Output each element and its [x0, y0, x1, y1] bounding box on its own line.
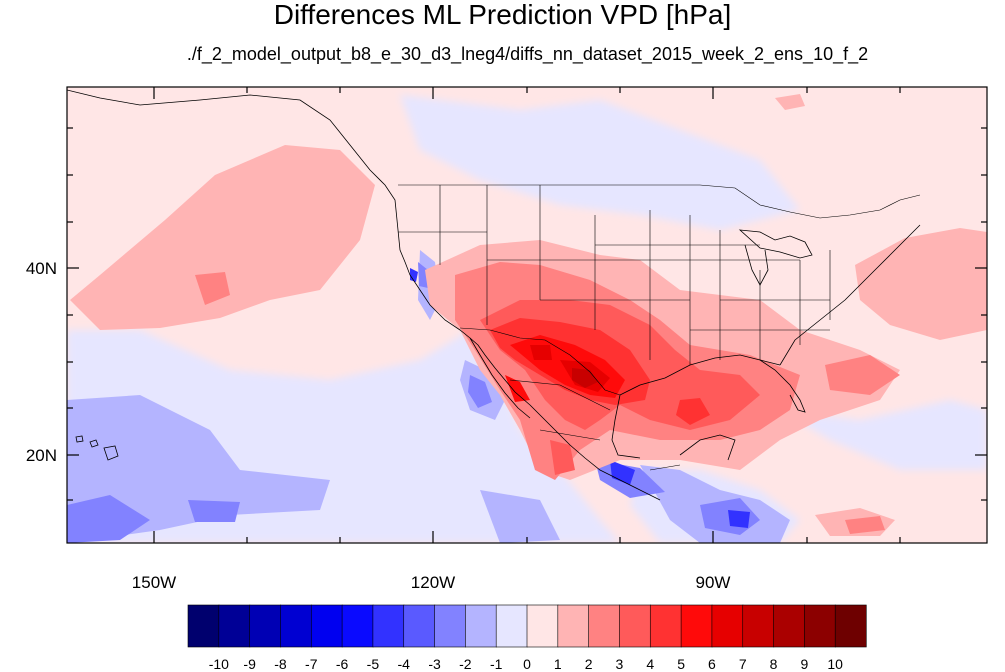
colorbar-label: 4: [646, 656, 654, 672]
colorbar-swatch: [280, 604, 312, 648]
colorbar-label: -2: [459, 656, 472, 672]
colorbar-label: 0: [523, 656, 531, 672]
colorbar-swatch: [526, 604, 559, 648]
colorbar-label: -1: [490, 656, 503, 672]
colorbar-label: 1: [554, 656, 562, 672]
colorbar-label: -5: [367, 656, 380, 672]
colorbar-swatch: [495, 604, 528, 648]
colorbar-label: 8: [770, 656, 778, 672]
border-lines: [398, 184, 921, 471]
colorbar-swatch: [310, 604, 343, 648]
colorbar-label: -3: [428, 656, 441, 672]
lat-label-40n: 40N: [26, 259, 57, 278]
colorbar-swatch: [619, 604, 651, 648]
map-title: Differences ML Prediction VPD [hPa]: [273, 0, 732, 30]
map-subtitle: ./f_2_model_output_b8_e_30_d3_lneg4/diff…: [186, 44, 869, 64]
lat-label-20n: 20N: [26, 446, 57, 465]
colorbar-swatch: [588, 604, 621, 648]
colorbar: -10 -9 -8 -7 -6 -5 -4 -3 -2 -1 0 1 2 3 4 5 6 7 8 9 10: [187, 604, 867, 672]
colorbar-swatch: [711, 604, 744, 648]
colorbar-swatch: [341, 604, 374, 648]
lon-label-150w: 150W: [132, 573, 176, 592]
colorbar-swatch: [465, 604, 497, 648]
colorbar-label: 3: [616, 656, 624, 672]
hawaii-islands: [75, 435, 119, 461]
colorbar-swatch: [187, 604, 220, 648]
colorbar-label: 6: [708, 656, 716, 672]
colorbar-label: 10: [827, 656, 843, 672]
colorbar-swatch: [680, 604, 713, 648]
colorbar-swatch: [834, 604, 867, 648]
colorbar-swatch: [218, 604, 251, 648]
colorbar-label: 7: [739, 656, 747, 672]
vpd-field: [67, 87, 987, 543]
colorbar-label: -8: [274, 656, 287, 672]
colorbar-swatch: [403, 604, 436, 648]
lon-label-120w: 120W: [411, 573, 455, 592]
colorbar-swatch: [249, 604, 282, 648]
lon-label-90w: 90W: [696, 573, 731, 592]
coastline-lines: [67, 89, 921, 501]
colorbar-label: -7: [305, 656, 318, 672]
colorbar-label: -4: [398, 656, 411, 672]
colorbar-label: 2: [585, 656, 593, 672]
axis-ticks: [67, 87, 987, 543]
colorbar-swatch: [372, 604, 405, 648]
colorbar-swatch: [434, 604, 466, 648]
colorbar-swatch: [557, 604, 590, 648]
colorbar-swatch: [742, 604, 775, 648]
colorbar-swatch: [773, 604, 805, 648]
colorbar-label: 9: [800, 656, 808, 672]
colorbar-label: 5: [677, 656, 685, 672]
colorbar-label: -6: [336, 656, 349, 672]
colorbar-swatch: [804, 604, 836, 648]
colorbar-label: -10: [209, 656, 229, 672]
colorbar-label: -9: [243, 656, 256, 672]
colorbar-swatch: [649, 604, 682, 648]
